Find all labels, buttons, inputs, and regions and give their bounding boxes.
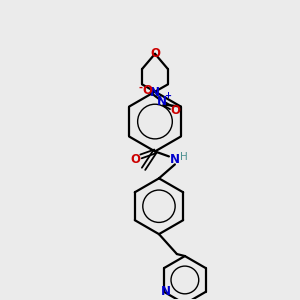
- Text: O: O: [130, 153, 140, 166]
- Text: +: +: [164, 91, 171, 100]
- Text: O: O: [142, 84, 152, 97]
- Text: H: H: [180, 152, 188, 162]
- Text: O: O: [170, 104, 180, 117]
- Text: N: N: [161, 285, 171, 298]
- Text: N: N: [170, 153, 180, 166]
- Text: -: -: [138, 83, 142, 93]
- Text: N: N: [157, 95, 167, 108]
- Text: N: N: [150, 86, 160, 99]
- Text: O: O: [150, 47, 160, 60]
